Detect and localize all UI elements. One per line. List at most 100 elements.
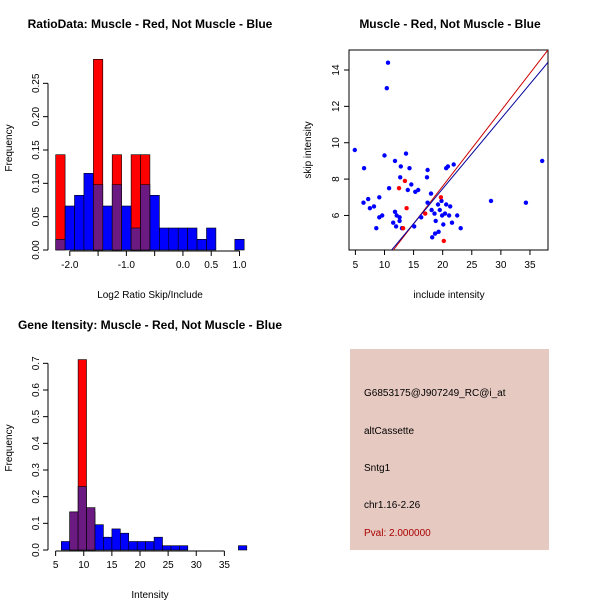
ratio-y-tick-label-1: 0.05: [31, 207, 42, 227]
intensity-not-muscle-bar-10: [145, 541, 155, 551]
intensity-y-tick-label-4: 0.4: [31, 436, 42, 450]
intensity-y-tick-label-1: 0.1: [31, 516, 42, 530]
scatter-point-not-muscle-2: [352, 147, 357, 153]
scatter-point-not-muscle-8: [407, 166, 412, 171]
scatter-point-muscle-5: [438, 195, 444, 200]
scatter-point-muscle-2: [404, 206, 409, 211]
info-panel-background: [350, 349, 549, 550]
scatter-point-not-muscle-31: [429, 207, 434, 213]
ratio-not-muscle-bar-3: [83, 173, 94, 251]
ratio-x-tick-label-2: -1.0: [118, 260, 136, 271]
probe-id-text: G6853175@J907249_RC@i_at: [364, 388, 506, 399]
pval-text: Pval: 2.000000: [364, 528, 431, 539]
ratio-not-muscle-bar-14: [187, 227, 198, 251]
intensity-y-tick-label-0: 0.0: [31, 543, 42, 557]
scatter-points-group: [352, 60, 545, 244]
scatter-point-not-muscle-18: [392, 209, 398, 214]
scatter-point-not-muscle-29: [428, 191, 434, 196]
ratio-y-tick-label-0: 0.00: [31, 240, 42, 260]
scatter-point-not-muscle-59: [439, 198, 444, 204]
intensity-x-tick-label-3: 20: [134, 560, 146, 571]
intensity-x-tick-label-5: 30: [191, 560, 203, 571]
scatter-point-not-muscle-41: [446, 213, 452, 218]
intensity-x-tick-label-2: 15: [106, 560, 118, 571]
ratio-not-muscle-bar-16: [206, 227, 217, 251]
scatter-point-not-muscle-17: [391, 220, 396, 225]
probe-info-panel: G6853175@J907249_RC@i_at altCassette Snt…: [350, 349, 549, 550]
scatter-point-not-muscle-27: [425, 167, 430, 173]
scatter-point-not-muscle-52: [540, 158, 545, 164]
intensity-x-tick-label-1: 10: [78, 560, 90, 571]
scatter-chart-title: Muscle - Red, Not Muscle - Blue: [359, 17, 541, 31]
intensity-not-muscle-bar-5: [103, 536, 113, 551]
ratio-y-tick-label-5: 0.25: [31, 73, 42, 93]
intensity-not-muscle-bar-2: [77, 486, 87, 551]
scatter-point-not-muscle-37: [441, 222, 446, 227]
scatter-point-muscle-6: [441, 238, 446, 244]
scatter-x-tick-label-4: 25: [466, 260, 478, 271]
intensity-axes-group: 5 10 15 20 25 30 35 0.0 0.1 0.2 0.3 0.4 0.5 0.6 0.7: [31, 356, 230, 571]
intensity-y-tick-label-3: 0.3: [31, 463, 42, 477]
scatter-point-muscle-0: [396, 186, 402, 191]
intensity-not-muscle-bar-7: [120, 532, 130, 551]
scatter-point-not-muscle-1: [384, 86, 389, 91]
ratio-y-tick-label-2: 0.10: [31, 173, 42, 193]
ratio-y-tick-label-4: 0.20: [31, 107, 42, 127]
scatter-point-not-muscle-35: [437, 207, 442, 213]
scatter-point-not-muscle-49: [430, 235, 435, 240]
scatter-point-not-muscle-13: [371, 204, 377, 209]
scatter-point-not-muscle-51: [523, 200, 529, 205]
scatter-point-not-muscle-45: [448, 204, 453, 209]
scatter-y-axis-label: skip intensity: [303, 121, 314, 178]
scatter-point-not-muscle-38: [436, 229, 441, 234]
scatter-point-not-muscle-23: [405, 187, 410, 193]
scatter-point-not-muscle-4: [382, 153, 387, 158]
scatter-fit-line-1: [390, 62, 548, 250]
intensity-x-axis-label: Intensity: [131, 590, 168, 600]
scatter-x-tick-label-1: 10: [379, 260, 391, 271]
scatter-y-tick-label-0: 6: [331, 212, 342, 218]
scatter-point-not-muscle-20: [397, 218, 402, 224]
intensity-not-muscle-bar-12: [162, 545, 172, 551]
intensity-not-muscle-bar-11: [153, 536, 163, 551]
scatter-y-tick-label-2: 10: [331, 137, 342, 149]
scatter-point-not-muscle-44: [458, 226, 463, 231]
ratio-not-muscle-bar-10: [149, 195, 160, 251]
scatter-point-not-muscle-12: [366, 196, 371, 202]
ratio-x-tick-label-4: 0.0: [176, 260, 190, 271]
scatter-point-not-muscle-32: [432, 211, 437, 216]
ratio-muscle-bar-0: [55, 154, 66, 251]
scatter-point-not-muscle-7: [403, 151, 409, 156]
ratio-not-muscle-bar-7: [121, 205, 132, 251]
scatter-point-not-muscle-16: [374, 226, 379, 231]
ratio-not-muscle-bar-15: [196, 239, 207, 251]
ratio-not-muscle-bar-9: [140, 184, 151, 251]
ratio-chart-title: RatioData: Muscle - Red, Not Muscle - Bl…: [28, 17, 273, 31]
gene-symbol-text: Sntg1: [364, 463, 391, 474]
scatter-point-not-muscle-58: [380, 213, 385, 218]
scatter-point-not-muscle-28: [424, 175, 430, 180]
ratio-not-muscle-bar-12: [168, 227, 179, 251]
scatter-point-not-muscle-55: [393, 224, 399, 229]
scatter-point-not-muscle-3: [361, 166, 367, 171]
scatter-point-not-muscle-53: [419, 215, 424, 220]
intensity-y-tick-label-2: 0.2: [31, 489, 42, 503]
ratio-y-tick-label-3: 0.15: [31, 140, 42, 160]
scatter-point-not-muscle-39: [442, 211, 448, 216]
scatter-point-not-muscle-26: [416, 187, 421, 193]
intensity-not-muscle-bar-8: [128, 541, 138, 551]
ratio-not-muscle-bar-13: [177, 227, 188, 251]
intensity-chart-title: Gene Itensity: Muscle - Red, Not Muscle …: [18, 318, 282, 332]
scatter-x-tick-label-2: 15: [408, 260, 420, 271]
scatter-point-not-muscle-54: [412, 224, 417, 229]
intensity-x-tick-label-6: 35: [219, 560, 231, 571]
intensity-x-tick-label-4: 25: [163, 560, 175, 571]
scatter-x-tick-label-3: 20: [437, 260, 449, 271]
scatter-point-not-muscle-14: [361, 200, 366, 205]
intensity-not-muscle-bar-14: [179, 545, 189, 551]
intensity-not-muscle-bar-1: [69, 511, 79, 551]
ratio-not-muscle-bar-11: [159, 227, 170, 251]
event-type-text: altCassette: [364, 426, 414, 437]
scatter-point-not-muscle-11: [377, 195, 382, 200]
